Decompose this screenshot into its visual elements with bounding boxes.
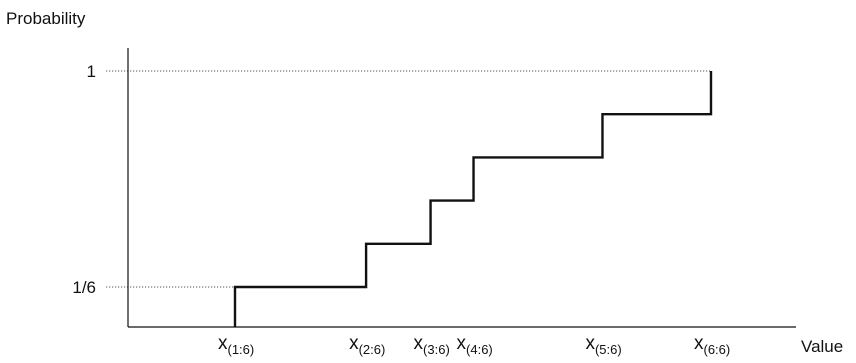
y-axis-label: Probability — [6, 9, 86, 28]
x-tick-label: x(3:6) — [414, 333, 450, 357]
axes — [127, 48, 796, 328]
ecdf-step-line — [233, 71, 713, 327]
x-tick-labels: x(1:6) x(2:6) x(3:6) x(4:6) x(5:6) x(6:6) — [218, 333, 730, 357]
x-tick-label: x(2:6) — [349, 333, 385, 357]
y-tick-label: 1/6 — [72, 278, 96, 297]
y-tick-labels: 1/6 1 — [72, 62, 96, 297]
x-tick-label: x(6:6) — [694, 333, 730, 357]
x-tick-label: x(1:6) — [218, 333, 254, 357]
reference-lines — [106, 70, 711, 288]
step-series — [233, 71, 713, 327]
y-tick-label: 1 — [87, 62, 96, 81]
x-axis-label: Value — [801, 337, 843, 356]
x-tick-label: x(4:6) — [457, 333, 493, 357]
x-tick-label: x(5:6) — [585, 333, 621, 357]
